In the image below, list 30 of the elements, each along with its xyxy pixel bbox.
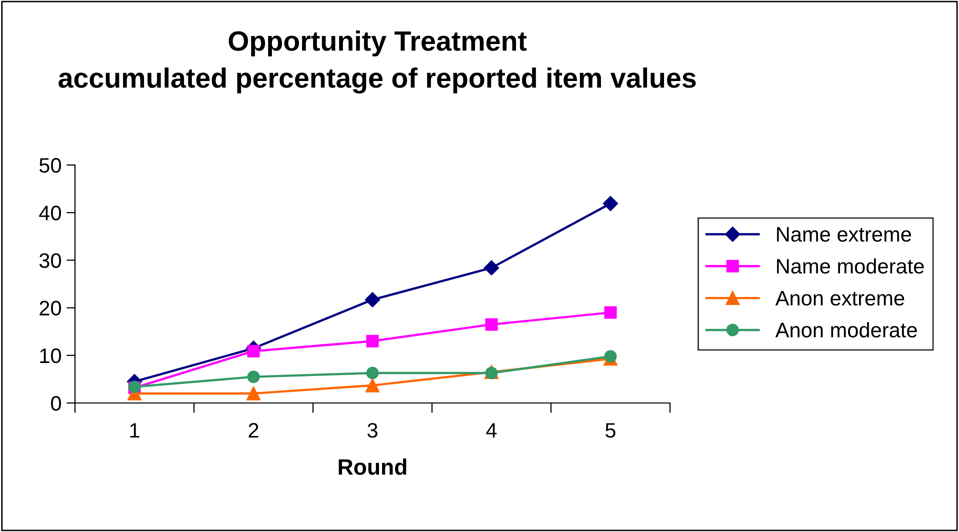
x-tick-label: 4 <box>486 423 497 438</box>
y-tick-label: 20 <box>40 300 61 316</box>
y-tick-label: 10 <box>40 348 61 364</box>
point <box>604 306 617 319</box>
point <box>485 318 498 331</box>
legend-label: Anon extreme <box>775 291 904 306</box>
y-tick-label: 50 <box>39 158 61 173</box>
point <box>604 350 617 363</box>
y-tick-label: 30 <box>39 253 61 268</box>
point <box>366 366 379 380</box>
chart-title: Opportunity Treatment accumulated percentage of reported item values <box>58 30 696 94</box>
x-tick-label: 1 <box>130 423 140 438</box>
x-tick-label: 3 <box>368 422 378 438</box>
legend-label: Anon moderate <box>775 322 917 338</box>
point <box>247 344 260 358</box>
point <box>247 370 260 384</box>
y-tick-label: 0 <box>51 396 61 411</box>
x-tick-label: 5 <box>606 423 616 438</box>
point <box>364 292 380 308</box>
point <box>366 378 380 392</box>
point <box>366 334 379 348</box>
y-tick-label: 40 <box>39 206 61 220</box>
point <box>246 386 260 400</box>
x-axis-title: Round <box>338 458 406 475</box>
point <box>485 366 498 380</box>
x-tick-label: 2 <box>248 422 258 438</box>
point <box>602 196 618 212</box>
legend-label: Name moderate <box>777 258 924 274</box>
point <box>484 260 500 276</box>
legend-label: Name extreme <box>777 227 912 242</box>
